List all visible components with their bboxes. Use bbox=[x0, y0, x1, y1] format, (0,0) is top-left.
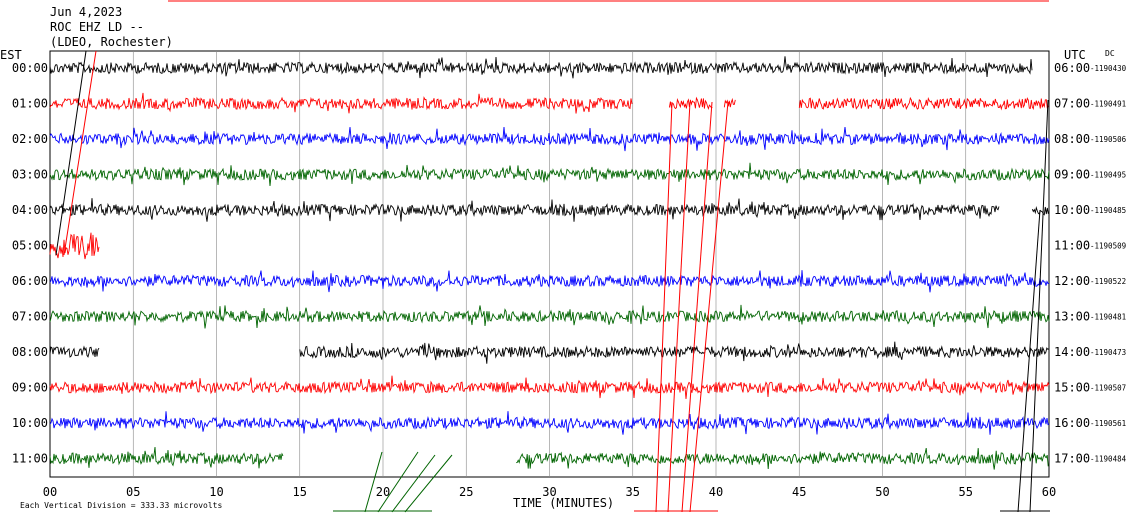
trace-segment bbox=[49, 232, 100, 260]
x-tick-labels: 00 05 10 15 20 25 30 35 40 45 50 55 60 bbox=[43, 485, 1056, 499]
traces bbox=[49, 56, 1050, 470]
est-hour-label: 01:00 bbox=[12, 97, 48, 111]
trace-segment bbox=[49, 375, 1050, 399]
est-hour-label: 06:00 bbox=[12, 274, 48, 288]
timing-mark-line bbox=[681, 101, 713, 513]
utc-hour-label: 16:00 bbox=[1054, 416, 1090, 430]
trace-segment bbox=[723, 97, 736, 108]
utc-hour-label: 12:00 bbox=[1054, 274, 1090, 288]
trace-segment bbox=[49, 345, 100, 358]
dc-offset-label: -1190481 bbox=[1090, 313, 1126, 322]
trace-segment bbox=[299, 341, 1050, 364]
x-tick-label: 40 bbox=[709, 485, 723, 499]
est-hour-label: 09:00 bbox=[12, 381, 48, 395]
header-date: Jun 4,2023 bbox=[50, 5, 122, 19]
timing-mark-line bbox=[1017, 209, 1041, 513]
dc-offset-label: -1190522 bbox=[1090, 277, 1126, 286]
utc-hour-label: 13:00 bbox=[1054, 310, 1090, 324]
trace-segment bbox=[49, 198, 1000, 222]
x-tick-label: 55 bbox=[959, 485, 973, 499]
trace-segment bbox=[798, 96, 1049, 111]
utc-hour-label: 15:00 bbox=[1054, 381, 1090, 395]
x-tick-label: 60 bbox=[1042, 485, 1056, 499]
est-hour-label: 05:00 bbox=[12, 239, 48, 253]
trace-segment bbox=[668, 96, 713, 111]
right-axis-title: UTC bbox=[1064, 48, 1086, 62]
dc-offset-label: -1190561 bbox=[1090, 419, 1126, 428]
x-tick-label: 10 bbox=[209, 485, 223, 499]
x-axis-label: TIME (MINUTES) bbox=[513, 496, 614, 510]
dc-offset-label: -1190430 bbox=[1090, 64, 1127, 73]
est-hour-label: 08:00 bbox=[12, 345, 48, 359]
timing-mark-line bbox=[377, 451, 419, 513]
est-hour-label: 10:00 bbox=[12, 416, 48, 430]
header-network: (LDEO, Rochester) bbox=[50, 35, 173, 49]
header-station: ROC EHZ LD -- bbox=[50, 20, 144, 34]
dc-offset-label: -1190484 bbox=[1090, 455, 1127, 464]
trace-segment bbox=[49, 304, 1050, 329]
trace-segment bbox=[49, 126, 1050, 152]
utc-hour-label: 08:00 bbox=[1054, 132, 1090, 146]
utc-hour-label: 17:00 bbox=[1054, 452, 1090, 466]
timing-mark-line bbox=[689, 101, 729, 513]
dc-label: DC bbox=[1105, 49, 1115, 58]
trace-segment bbox=[49, 270, 1050, 293]
timing-mark-line bbox=[55, 50, 87, 256]
x-tick-label: 50 bbox=[875, 485, 889, 499]
timing-mark-line bbox=[63, 50, 97, 256]
timing-marks bbox=[55, 50, 1050, 513]
dc-offset-label: -1190495 bbox=[1090, 171, 1126, 180]
dc-offset-label: -1190491 bbox=[1090, 100, 1126, 109]
footer-note: Each Vertical Division = 333.33 microvol… bbox=[20, 501, 222, 510]
utc-hour-label: 11:00 bbox=[1054, 239, 1090, 253]
trace-segment bbox=[49, 56, 1033, 79]
x-tick-label: 15 bbox=[293, 485, 307, 499]
utc-hour-label: 14:00 bbox=[1054, 345, 1090, 359]
est-hour-label: 02:00 bbox=[12, 132, 48, 146]
timing-mark-line bbox=[391, 454, 436, 513]
x-tick-label: 35 bbox=[626, 485, 640, 499]
x-tick-label: 25 bbox=[459, 485, 473, 499]
utc-hour-label: 06:00 bbox=[1054, 61, 1090, 75]
dc-offset-label: -1190506 bbox=[1090, 135, 1127, 144]
timing-mark-line bbox=[404, 454, 453, 513]
timing-mark-line bbox=[655, 101, 673, 513]
utc-hour-label: 10:00 bbox=[1054, 203, 1090, 217]
dc-offset-label: -1190473 bbox=[1090, 348, 1126, 357]
x-tick-label: 00 bbox=[43, 485, 57, 499]
dc-offset-label: -1190507 bbox=[1090, 384, 1126, 393]
est-hour-label: 07:00 bbox=[12, 310, 48, 324]
utc-hour-label: 07:00 bbox=[1054, 97, 1090, 111]
dc-offset-label: -1190509 bbox=[1090, 242, 1126, 251]
x-tick-label: 05 bbox=[126, 485, 140, 499]
utc-hour-label: 09:00 bbox=[1054, 168, 1090, 182]
est-hour-label: 00:00 bbox=[12, 61, 48, 75]
x-tick-label: 45 bbox=[792, 485, 806, 499]
trace-segment bbox=[49, 411, 1050, 435]
x-tick-label: 20 bbox=[376, 485, 390, 499]
timing-mark-line bbox=[667, 101, 691, 513]
trace-segment bbox=[49, 162, 1050, 186]
x-tick-label: 30 bbox=[542, 485, 556, 499]
trace-segment bbox=[516, 448, 1049, 470]
trace-segment bbox=[49, 92, 633, 114]
timing-mark-line bbox=[364, 451, 383, 513]
timing-mark-line bbox=[1029, 99, 1049, 513]
dc-offset-label: -1190485 bbox=[1090, 206, 1126, 215]
est-hour-label: 04:00 bbox=[12, 203, 48, 217]
left-axis-title: EST bbox=[0, 48, 22, 62]
est-hour-label: 03:00 bbox=[12, 168, 48, 182]
est-hour-label: 11:00 bbox=[12, 452, 48, 466]
trace-segment bbox=[49, 446, 284, 469]
grid-lines bbox=[132, 51, 967, 477]
